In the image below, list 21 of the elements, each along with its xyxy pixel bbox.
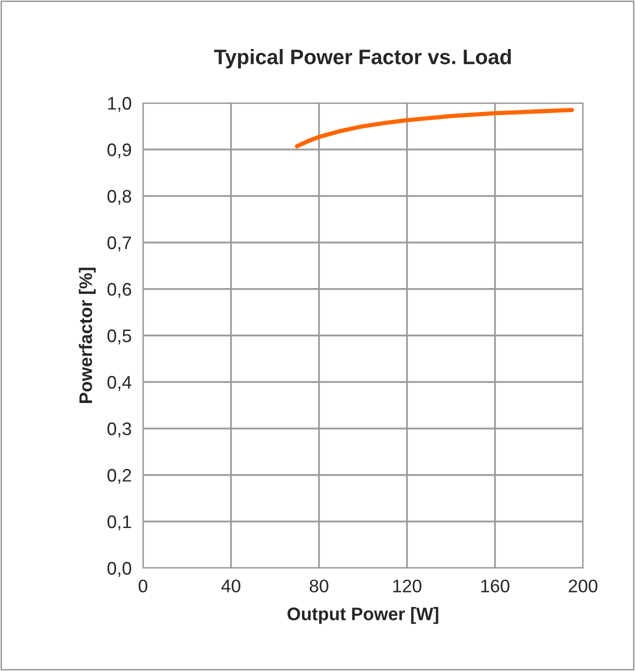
y-tick-label: 0,3: [107, 422, 132, 438]
x-axis-title: Output Power [W]: [288, 607, 438, 624]
x-tick-label: 0: [138, 580, 148, 592]
y-tick-label: 0,8: [107, 190, 132, 205]
x-tick-label: 160: [481, 580, 510, 592]
x-tick-label: 120: [393, 580, 422, 592]
y-tick-label: 0,2: [107, 468, 131, 484]
y-tick-label: 1,0: [108, 96, 132, 112]
x-tick-label: 80: [310, 580, 328, 592]
x-tick-label: 40: [221, 580, 240, 592]
y-tick-label: 0,4: [107, 376, 132, 391]
chart-title: Typical Power Factor vs. Load: [214, 49, 511, 68]
y-tick-label: 0,7: [107, 236, 131, 252]
y-axis-title: Powerfactor [%]: [78, 268, 96, 404]
line-series: [294, 108, 574, 148]
y-tick-label: 0,9: [107, 143, 132, 158]
x-tick-label: 200: [568, 580, 598, 592]
y-tick-label: 0,5: [107, 329, 132, 344]
y-tick-label: 0,6: [107, 282, 132, 298]
y-tick-label: 0,0: [107, 562, 132, 577]
y-tick-label: 0,1: [107, 515, 132, 530]
